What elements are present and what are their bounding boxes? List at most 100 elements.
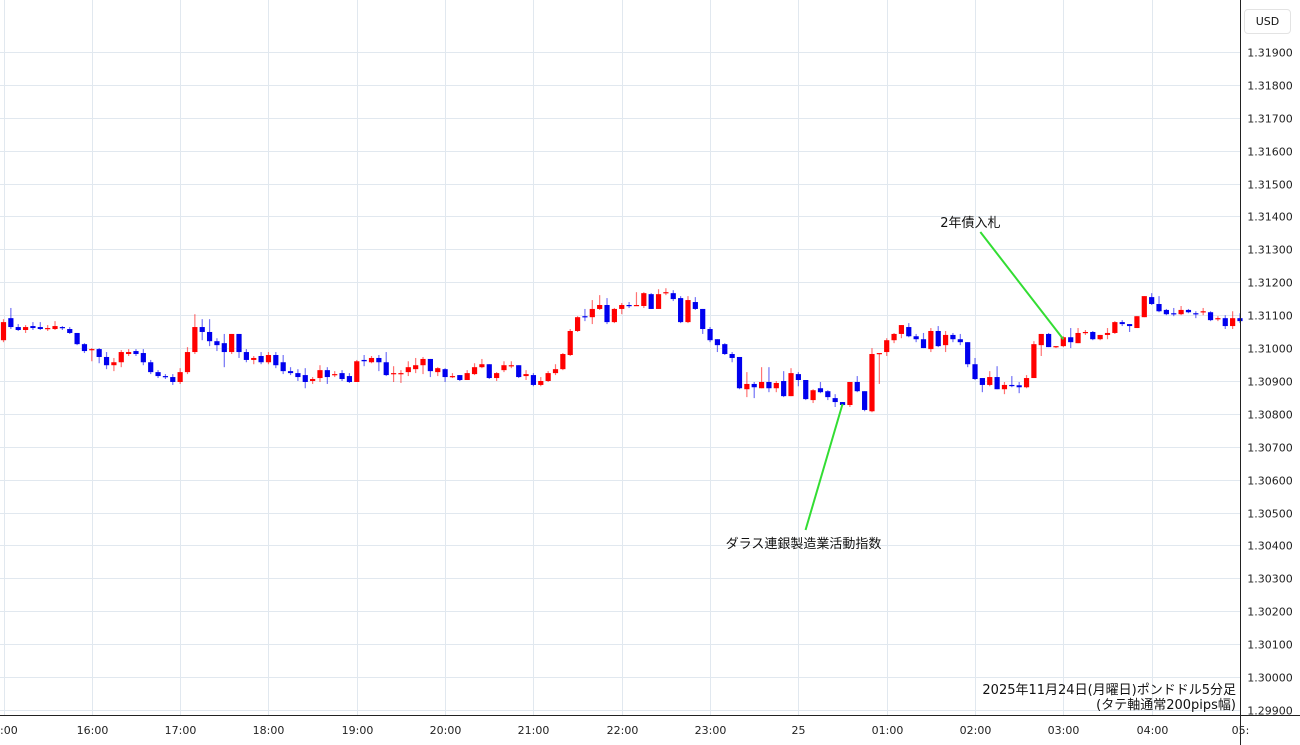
candle-body: [339, 373, 345, 380]
candle-body: [1171, 313, 1177, 315]
candle-body: [920, 339, 927, 349]
chart-subtitle: (タテ軸通常200pips幅): [1096, 698, 1236, 713]
candle-body: [758, 381, 765, 389]
candle-down: [722, 343, 728, 356]
candle-up: [435, 367, 441, 377]
candle-up: [184, 347, 191, 375]
candle-body: [626, 305, 632, 307]
candle-body: [148, 362, 154, 373]
candle-up: [332, 371, 338, 378]
candle-down: [920, 332, 927, 349]
candle-down: [280, 355, 286, 375]
candle-body: [516, 365, 522, 378]
candle-down: [795, 372, 801, 387]
candle-down: [965, 342, 971, 368]
candle-up: [884, 338, 890, 356]
candle-up: [22, 325, 29, 333]
candle-up: [773, 381, 779, 393]
candle-down: [707, 327, 713, 343]
candle-body: [810, 390, 816, 401]
candle-down: [604, 298, 610, 325]
candle-body: [1068, 337, 1074, 343]
candle-down: [361, 355, 367, 367]
candle-body: [74, 332, 80, 345]
price-tick-label: 1.30100: [1247, 639, 1293, 652]
candle-up: [89, 348, 95, 362]
candle-up: [523, 370, 529, 381]
candle-body: [1178, 309, 1184, 315]
candle-down: [1207, 311, 1214, 322]
candle-body: [589, 308, 595, 318]
candle-down: [1009, 376, 1015, 388]
candle-body: [633, 305, 640, 307]
candle-down: [37, 322, 43, 331]
time-tick-label: 05:: [1232, 724, 1250, 737]
candle-body: [700, 308, 706, 330]
candle-body: [891, 333, 897, 341]
time-tick-label: 04:00: [1137, 724, 1169, 737]
candle-body: [1075, 332, 1081, 344]
candle-body: [560, 354, 566, 370]
candle-down: [906, 323, 912, 338]
candle-body: [471, 367, 478, 375]
candle-up: [1141, 296, 1147, 318]
candle-up: [560, 353, 566, 371]
candle-body: [420, 358, 426, 366]
candle-body: [1090, 331, 1096, 340]
candle-down: [206, 319, 213, 347]
candle-body: [1126, 324, 1133, 327]
candle-down: [59, 326, 65, 331]
candle-up: [758, 367, 765, 389]
candle-down: [324, 367, 330, 384]
candle-down: [862, 391, 868, 412]
candle-body: [398, 373, 404, 375]
candle-body: [310, 379, 316, 381]
candle-body: [692, 302, 698, 309]
time-axis[interactable]: :00 16:00 17:00 18:00 19:00 20:00 21:00 22:00 23…: [0, 724, 1249, 737]
candle-body: [994, 377, 1000, 390]
candle-body: [1023, 378, 1030, 388]
candle-body: [913, 336, 919, 340]
candle-down: [670, 290, 676, 302]
candle-body: [37, 327, 43, 330]
candle-body: [435, 368, 441, 373]
candle-body: [663, 292, 669, 294]
price-tick-label: 1.31000: [1247, 343, 1293, 356]
currency-label-button[interactable]: USD: [1244, 9, 1291, 34]
time-tick-label: 16:00: [77, 724, 109, 737]
candle-down: [457, 375, 463, 381]
candle-up: [1023, 375, 1030, 389]
candle-up: [538, 377, 544, 387]
candle-body: [1119, 322, 1125, 325]
time-tick-label: 23:00: [695, 724, 727, 737]
candle-body: [1185, 309, 1192, 313]
candle-body: [744, 383, 750, 390]
candle-body: [251, 357, 257, 360]
candle-down: [148, 359, 154, 375]
candle-down: [1163, 308, 1169, 316]
price-tick-label: 1.30300: [1247, 573, 1293, 586]
candle-down: [133, 349, 139, 356]
candle-down: [817, 381, 824, 394]
candle-body: [501, 365, 507, 371]
candle-body: [839, 402, 846, 406]
candle-up: [574, 316, 581, 332]
candle-down: [383, 352, 389, 377]
candle-body: [508, 365, 514, 367]
annotation-label: ダラス連銀製造業活動指数: [726, 536, 882, 552]
candle-body: [530, 375, 537, 385]
time-tick-label: 25: [792, 724, 806, 737]
price-axis[interactable]: 1.31900 1.31800 1.31700 1.31600 1.31500 1.314…: [1247, 47, 1293, 718]
price-tick-label: 1.31400: [1247, 211, 1293, 224]
candle-body: [1053, 346, 1059, 348]
candle-body: [942, 334, 949, 346]
candle-body: [950, 334, 956, 340]
candle-body: [361, 359, 367, 362]
candle-body: [1038, 333, 1044, 346]
candle-up: [52, 321, 58, 331]
candle-body: [1001, 384, 1008, 390]
time-tick-label: 17:00: [165, 724, 197, 737]
candle-body: [118, 352, 124, 363]
candle-body: [619, 305, 625, 309]
candle-down: [170, 374, 176, 385]
